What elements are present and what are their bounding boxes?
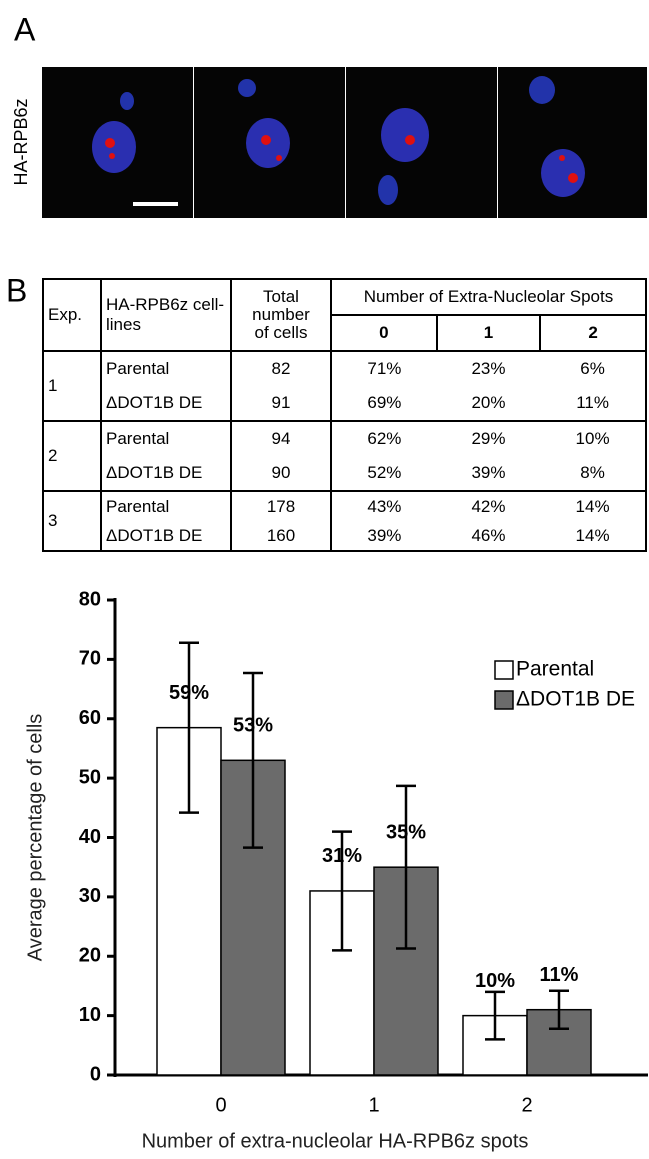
data-cell: 94	[231, 421, 331, 456]
header-cell: HA-RPB6z cell-lines	[101, 279, 231, 351]
x-tick-label: 2	[521, 1094, 532, 1116]
data-cell: ΔDOT1B DE	[101, 386, 231, 421]
micrograph	[498, 67, 647, 218]
legend-swatch	[495, 661, 513, 679]
header-cell: Exp.	[43, 279, 101, 351]
y-tick-label: 70	[79, 648, 101, 670]
nucleus	[238, 79, 256, 97]
nucleus	[529, 76, 555, 104]
y-axis-label: Average percentage of cells	[24, 714, 46, 962]
y-tick-label: 0	[90, 1063, 101, 1085]
data-cell: 23%	[437, 351, 540, 386]
exp-cell: 3	[43, 491, 101, 551]
nucleus	[120, 92, 134, 110]
data-cell: 91	[231, 386, 331, 421]
y-tick-label: 80	[79, 588, 101, 610]
data-cell: 69%	[331, 386, 437, 421]
y-tick-label: 10	[79, 1004, 101, 1026]
y-tick-label: 50	[79, 766, 101, 788]
data-cell: Parental	[101, 491, 231, 521]
data-cell: 42%	[437, 491, 540, 521]
nucleus	[92, 121, 136, 173]
data-cell: 39%	[437, 456, 540, 491]
panel-label: A	[14, 11, 36, 47]
data-cell: 14%	[540, 491, 646, 521]
x-tick-label: 0	[215, 1094, 226, 1116]
x-axis-label: Number of extra-nucleolar HA-RPB6z spots	[142, 1130, 529, 1152]
header-cell: Total number of cells	[231, 279, 331, 351]
value-label: 11%	[540, 964, 579, 986]
figure-svg: A HA-RPB6z B 01020304050607080Average pe…	[0, 0, 649, 1159]
header-cell: 2	[540, 315, 646, 351]
data-cell: 6%	[540, 351, 646, 386]
legend-label: ΔDOT1B DE	[516, 688, 635, 711]
exp-cell: 2	[43, 421, 101, 491]
data-cell: 90	[231, 456, 331, 491]
data-cell: 29%	[437, 421, 540, 456]
data-cell: 62%	[331, 421, 437, 456]
results-table: Exp.HA-RPB6z cell-lines Total number of c…	[42, 278, 647, 552]
data-cell: Parental	[101, 351, 231, 386]
data-cell: 43%	[331, 491, 437, 521]
panel-label: B	[6, 272, 27, 308]
header-cell: 1	[437, 315, 540, 351]
spot	[568, 173, 578, 183]
spot	[261, 135, 271, 145]
value-label: 31%	[322, 845, 362, 867]
data-cell: 71%	[331, 351, 437, 386]
image-label: HA-RPB6z	[11, 98, 31, 185]
legend-swatch	[495, 691, 513, 709]
exp-cell: 1	[43, 351, 101, 421]
data-cell: 14%	[540, 521, 646, 551]
legend-label: Parental	[516, 658, 594, 681]
spot	[559, 155, 565, 161]
nucleus	[378, 175, 398, 205]
header-cell: 0	[331, 315, 437, 351]
data-cell: 10%	[540, 421, 646, 456]
nucleus	[381, 108, 429, 162]
spot	[109, 153, 115, 159]
micrographs	[42, 67, 647, 218]
value-label: 10%	[475, 970, 515, 992]
data-cell: ΔDOT1B DE	[101, 456, 231, 491]
data-cell: 8%	[540, 456, 646, 491]
x-tick-label: 1	[368, 1094, 379, 1116]
data-cell: 178	[231, 491, 331, 521]
spot	[405, 135, 415, 145]
y-tick-label: 30	[79, 885, 101, 907]
data-cell: 46%	[437, 521, 540, 551]
value-label: 59%	[169, 682, 209, 704]
data-cell: 39%	[331, 521, 437, 551]
y-tick-label: 60	[79, 707, 101, 729]
y-tick-label: 20	[79, 945, 101, 967]
value-label: 53%	[233, 715, 273, 737]
spot	[105, 138, 115, 148]
data-cell: 52%	[331, 456, 437, 491]
data-cell: Parental	[101, 421, 231, 456]
data-cell: 160	[231, 521, 331, 551]
header-cell: Number of Extra-Nucleolar Spots	[331, 279, 646, 315]
data-cell: ΔDOT1B DE	[101, 521, 231, 551]
spot	[276, 155, 282, 161]
y-tick-label: 40	[79, 826, 101, 848]
figure: A HA-RPB6z B 01020304050607080Average pe…	[0, 0, 649, 1159]
data-cell: 11%	[540, 386, 646, 421]
data-cell: 20%	[437, 386, 540, 421]
data-cell: 82	[231, 351, 331, 386]
value-label: 35%	[386, 821, 426, 843]
header-text: Total number of cells	[245, 288, 317, 342]
